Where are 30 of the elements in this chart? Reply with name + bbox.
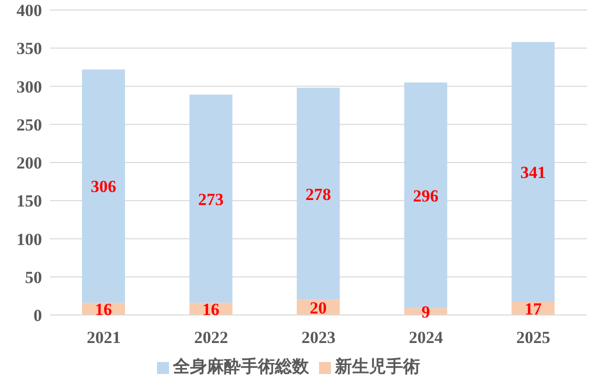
- y-tick-label: 250: [16, 115, 42, 134]
- y-tick-label: 300: [16, 77, 42, 96]
- data-label: 341: [520, 163, 546, 182]
- data-label: 9: [421, 302, 430, 322]
- x-tick-label: 2021: [86, 328, 121, 348]
- bar: [189, 94, 232, 303]
- data-label: 20: [310, 298, 327, 318]
- y-tick-label: 400: [16, 1, 42, 20]
- data-label: 17: [524, 300, 542, 319]
- data-label: 16: [95, 300, 112, 319]
- x-tick-label: 2025: [516, 328, 550, 348]
- y-tick-label: 0: [34, 306, 42, 326]
- data-label: 278: [306, 184, 332, 204]
- y-tick-label: 100: [16, 230, 42, 249]
- y-tick-label: 150: [16, 192, 42, 211]
- x-tick-label: 2022: [194, 328, 228, 348]
- y-tick-label: 50: [25, 268, 42, 287]
- legend-label: 新生児手術: [335, 357, 420, 376]
- bar: [512, 42, 555, 302]
- x-tick-label: 2023: [302, 328, 336, 348]
- bar: [296, 88, 340, 300]
- bar: [82, 69, 125, 303]
- y-tick-label: 350: [16, 39, 42, 58]
- data-label: 16: [202, 300, 220, 319]
- data-label: 306: [90, 177, 116, 196]
- data-label: 296: [412, 186, 438, 206]
- x-tick-label: 2024: [408, 328, 444, 348]
- y-tick-label: 200: [16, 154, 42, 173]
- data-label: 273: [198, 190, 224, 209]
- legend-label: 全身麻酔手術総数: [173, 357, 309, 376]
